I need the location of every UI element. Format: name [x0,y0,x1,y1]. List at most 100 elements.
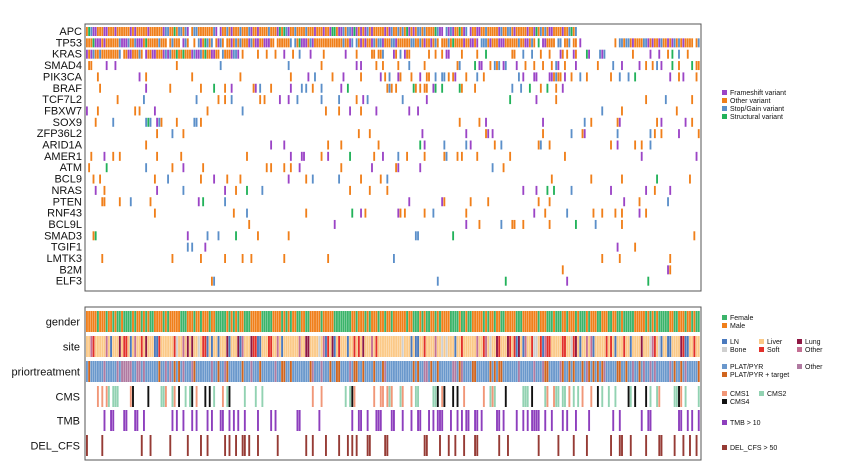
mutation-cell-bcl9l [248,219,251,229]
gender-cell [533,311,536,332]
gender-cell [423,311,426,332]
site-cell [443,336,446,357]
mutation-cell-apc [379,27,382,36]
mutation-cell-pik3ca [476,72,479,82]
gender-cell [357,311,360,332]
tmb-cell [465,410,468,431]
gene-labels: APCTP53KRASSMAD4PIK3CABRAFTCF7L2FBXW7SOX… [37,26,83,288]
mutation-cell-rnf43 [399,208,402,218]
mutation-cell-pik3ca [555,72,558,82]
cms-cell [658,386,661,407]
mutation-cell-tp53 [94,38,97,48]
delcfs-cell [689,435,691,456]
mutation-cell-rnf43 [432,208,435,218]
site-cell [116,336,119,357]
priortreatment-cell [634,361,637,382]
site-cell [349,336,352,357]
mutation-cell-rnf43 [465,208,468,218]
mutation-cell-tp53 [564,38,566,48]
mutation-cell-apc [287,27,290,36]
site-cell [281,336,284,357]
mutation-cell-pten [638,197,641,207]
site-cell [513,336,516,357]
mutation-cell-tp53 [285,38,288,48]
priortreatment-cell [325,361,327,382]
site-cell [292,336,295,357]
cms-cell [417,386,420,407]
mutation-cell-kras [206,49,209,59]
mutation-cell-elf3 [213,276,216,286]
mutation-cell-tcf7l2 [425,95,428,105]
site-cell [151,336,154,357]
site-cell [272,336,275,357]
priortreatment-cell [243,361,246,382]
delcfs-cell [351,435,354,456]
mutation-cell-smad4 [656,61,658,71]
mutation-cell-tp53 [526,38,529,48]
mutation-cell-tp53 [682,38,685,48]
site-cell [215,336,218,357]
site-cell [507,336,509,357]
mutation-cell-kras [649,49,652,59]
mutation-cell-zfp36l2 [491,129,494,139]
mutation-cell-kras [156,49,159,59]
mutation-cell-pik3ca [517,72,520,82]
gender-cell [542,311,544,332]
mutation-cell-tp53 [664,38,667,48]
mutation-cell-braf [390,83,393,93]
mutation-cell-apc [90,27,93,36]
mutation-cell-apc [421,27,424,36]
tmb-cell [419,410,422,431]
gender-cell [112,311,115,332]
site-cell [335,336,338,357]
priortreatment-cell [103,361,106,382]
mutation-cell-tp53 [175,38,178,48]
mutation-cell-tp53 [504,38,507,48]
priortreatment-cell [689,361,691,382]
mutation-cell-apc [544,27,547,36]
mutation-cell-apc [158,27,161,36]
gender-cell [292,311,295,332]
mutation-cell-nras [570,185,573,195]
site-cell [366,336,369,357]
cms-cell [627,386,630,407]
cms-cell [386,386,389,407]
tmb-cell [678,410,680,431]
tmb-cell [125,410,128,431]
gender-cell [693,311,696,332]
mutation-cell-amer1 [180,151,183,161]
priortreatment-cell [618,361,621,382]
mutation-cell-apc [452,27,455,36]
mutation-cell-tp53 [660,38,663,48]
site-cell [686,336,689,357]
gender-cell [662,311,665,332]
cms-cell [184,386,187,407]
site-cell [618,336,621,357]
mutation-cell-arid1a [283,140,286,150]
mutation-cell-kras [221,49,224,59]
mutation-cell-apc [206,27,209,36]
mutation-cell-tp53 [425,38,428,48]
delcfs-cell [346,435,349,456]
mutation-cell-tp53 [309,38,312,48]
priortreatment-cell [371,361,373,382]
mutation-cell-fbxw7 [138,106,141,116]
mutation-cell-kras [485,49,487,59]
mutation-cell-apc [362,27,365,36]
mutation-cell-tp53 [629,38,632,48]
priortreatment-cell [625,361,628,382]
mutation-cell-atm [265,163,268,173]
gender-cell [482,311,485,332]
mutation-cell-apc [215,27,218,36]
site-cell [263,336,266,357]
priortreatment-cell [311,361,314,382]
mutation-cell-apc [305,27,308,36]
gender-cell [167,311,170,332]
mutation-cell-tp53 [382,38,384,48]
mutation-cell-apc [388,27,391,36]
site-cell [428,336,430,357]
mutation-cell-tp53 [371,38,373,48]
delcfs-cell [366,435,369,456]
cms-cell [379,386,382,407]
priortreatment-cell [138,361,141,382]
